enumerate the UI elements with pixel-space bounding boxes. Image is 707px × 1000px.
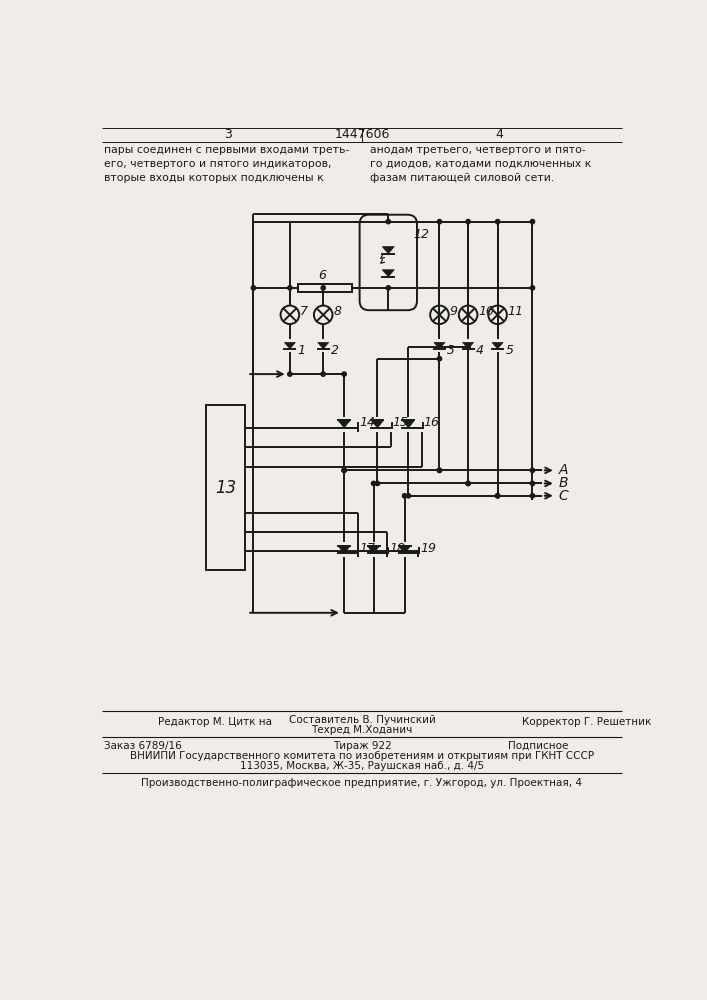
Text: 1447606: 1447606 [334,128,390,141]
Circle shape [438,357,442,361]
Polygon shape [338,546,350,553]
Circle shape [496,494,500,498]
Circle shape [496,219,500,224]
Circle shape [321,372,325,376]
Text: 19: 19 [420,542,436,555]
Circle shape [496,494,500,498]
Text: Техред М.Ходанич: Техред М.Ходанич [311,725,413,735]
Circle shape [288,372,292,376]
Circle shape [466,481,470,486]
Circle shape [438,468,442,473]
Text: 3: 3 [224,128,232,141]
Circle shape [438,219,442,224]
Text: пары соединен с первыми входами треть-
его, четвертого и пятого индикаторов,
вто: пары соединен с первыми входами треть- е… [104,145,349,183]
Text: C: C [559,489,568,503]
Circle shape [342,468,346,473]
Polygon shape [382,270,395,277]
Circle shape [386,219,390,224]
Text: 18: 18 [389,542,405,555]
Text: Корректор Г. Решетник: Корректор Г. Решетник [522,717,652,727]
Circle shape [375,481,380,486]
Text: 10: 10 [478,305,494,318]
Text: 8: 8 [333,305,341,318]
Polygon shape [462,342,474,349]
Circle shape [371,481,375,486]
Text: 6: 6 [318,269,327,282]
Text: B: B [559,476,568,490]
Text: 11: 11 [508,305,524,318]
Text: 4: 4 [476,344,484,357]
Text: 113035, Москва, Ж-35, Раушская наб., д. 4/5: 113035, Москва, Ж-35, Раушская наб., д. … [240,761,484,771]
Circle shape [466,219,470,224]
Text: 17: 17 [359,542,375,555]
Text: 14: 14 [359,416,375,429]
Bar [298,284,352,292]
Text: Подписное: Подписное [508,741,568,751]
Text: 3: 3 [448,344,455,357]
Circle shape [251,286,256,290]
Polygon shape [371,420,383,428]
Polygon shape [402,420,414,428]
Text: 7: 7 [300,305,308,318]
Circle shape [466,481,470,486]
Circle shape [530,468,534,473]
Polygon shape [368,546,380,553]
Polygon shape [434,342,445,349]
Polygon shape [382,247,395,254]
Circle shape [530,481,534,486]
Text: 13: 13 [215,479,236,497]
Text: 15: 15 [393,416,409,429]
Text: 16: 16 [423,416,440,429]
Text: Производственно-полиграфическое предприятие, г. Ужгород, ул. Проектная, 4: Производственно-полиграфическое предприя… [141,778,583,788]
Polygon shape [338,420,350,428]
Circle shape [530,494,534,498]
Text: 12: 12 [414,228,430,241]
Text: 9: 9 [450,305,457,318]
Circle shape [386,286,390,290]
Text: анодам третьего, четвертого и пято-
го диодов, катодами подключенных к
фазам пит: анодам третьего, четвертого и пято- го д… [370,145,591,183]
Circle shape [288,286,292,290]
Text: 1: 1 [298,344,305,357]
Text: ВНИИПИ Государственного комитета по изобретениям и открытиям при ГКНТ СССР: ВНИИПИ Государственного комитета по изоб… [130,751,594,761]
Text: A: A [559,463,568,477]
Polygon shape [317,342,329,349]
Text: Составитель В. Пучинский: Составитель В. Пучинский [288,715,436,725]
Circle shape [530,286,534,290]
Bar [206,405,245,570]
Circle shape [321,286,325,290]
Circle shape [530,219,534,224]
Polygon shape [284,342,296,349]
Polygon shape [492,342,503,349]
Circle shape [342,372,346,376]
Circle shape [407,494,411,498]
Text: 4: 4 [495,128,503,141]
Circle shape [402,494,407,498]
Text: Редактор М. Цитк на: Редактор М. Цитк на [158,717,272,727]
Text: Заказ 6789/16: Заказ 6789/16 [104,741,182,751]
Text: 2: 2 [331,344,339,357]
Circle shape [342,468,346,473]
Circle shape [466,345,470,349]
Polygon shape [399,546,411,553]
Text: 5: 5 [506,344,513,357]
Circle shape [438,468,442,473]
Text: Тираж 922: Тираж 922 [332,741,392,751]
